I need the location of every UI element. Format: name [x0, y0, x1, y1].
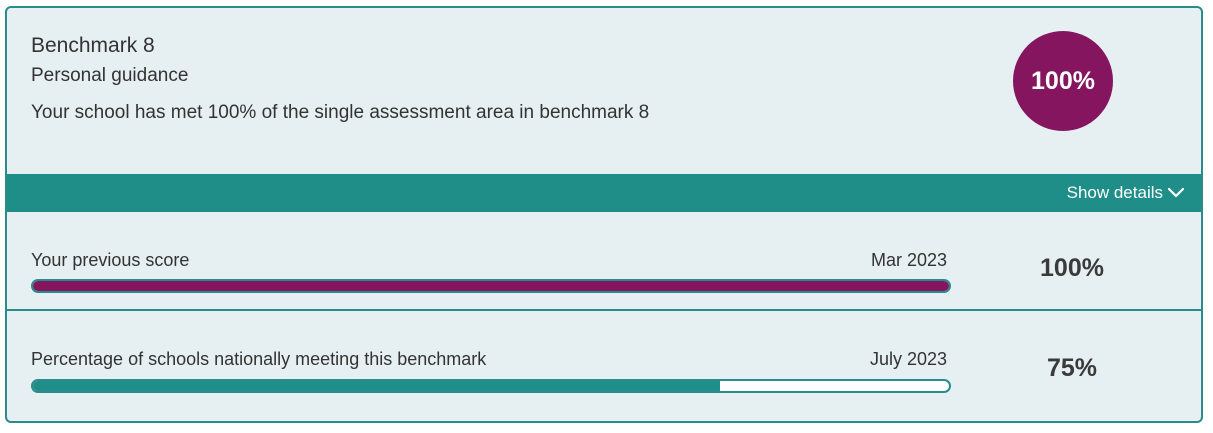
- chevron-down-icon: [1167, 187, 1185, 198]
- national-benchmark-date: July 2023: [869, 349, 947, 369]
- benchmark-title: Benchmark 8: [31, 34, 155, 57]
- benchmark-card: Benchmark 8 Personal guidance Your schoo…: [5, 6, 1203, 423]
- show-details-label: Show details: [1066, 183, 1163, 202]
- national-benchmark-progress-fill: [33, 381, 720, 391]
- national-benchmark-value: 75%: [1046, 354, 1098, 382]
- previous-score-row: Your previous score Mar 2023 100%: [7, 212, 1201, 311]
- previous-score-progress-bar: [31, 279, 951, 293]
- previous-score-progress-fill: [33, 281, 949, 291]
- previous-score-label: Your previous score: [31, 250, 190, 270]
- benchmark-summary: Your school has met 100% of the single a…: [31, 102, 650, 123]
- show-details-toggle[interactable]: Show details: [7, 174, 1201, 212]
- previous-score-date: Mar 2023: [870, 250, 947, 270]
- national-benchmark-progress-bar: [31, 379, 951, 393]
- previous-score-value: 100%: [1040, 254, 1104, 282]
- score-badge-value: 100%: [1031, 66, 1095, 95]
- score-badge: 100%: [1013, 31, 1113, 131]
- national-benchmark-label: Percentage of schools nationally meeting…: [31, 349, 487, 369]
- benchmark-subtitle: Personal guidance: [31, 65, 189, 86]
- national-benchmark-row: Percentage of schools nationally meeting…: [7, 311, 1201, 408]
